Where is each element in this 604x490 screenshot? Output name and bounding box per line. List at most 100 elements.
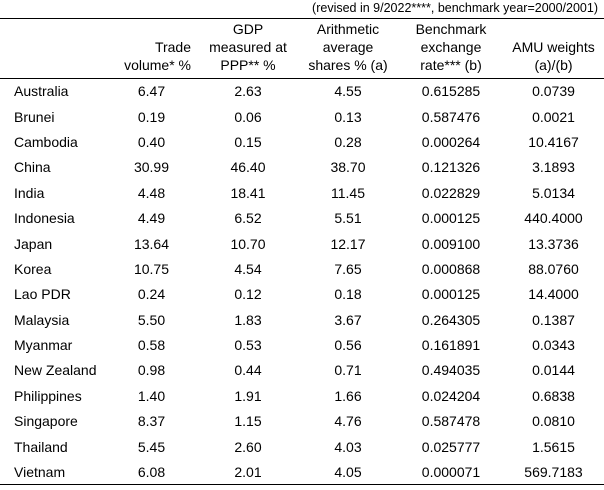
cell-country: Malaysia <box>14 311 70 328</box>
cell-arithmetic-average: 11.45 <box>331 184 365 201</box>
cell-country: Indonesia <box>14 210 75 227</box>
cell-gdp-ppp: 1.83 <box>234 311 262 328</box>
header-line: rate*** (b) <box>420 57 482 73</box>
cell-arithmetic-average: 0.28 <box>334 133 362 150</box>
cell-amu-weights: 0.0144 <box>532 362 575 379</box>
cell-arithmetic-average: 4.76 <box>334 413 362 430</box>
cell-benchmark-rate: 0.121326 <box>421 159 481 176</box>
header-line: (a)/(b) <box>534 57 573 73</box>
header-gdp-ppp: GDP measured at PPP** % <box>199 18 297 79</box>
cell-benchmark-rate: 0.264305 <box>421 311 481 328</box>
header-line: GDP <box>232 21 264 37</box>
cell-arithmetic-average: 4.03 <box>334 438 362 455</box>
cell-arithmetic-average: 0.71 <box>334 362 362 379</box>
table-row: Malaysia 5.50 1.83 3.67 0.264305 0.1387 <box>0 307 604 332</box>
table-row: Vietnam 6.08 2.01 4.05 0.000071 569.7183 <box>0 459 604 486</box>
cell-arithmetic-average: 0.56 <box>334 337 362 354</box>
cell-trade-volume: 0.24 <box>137 286 166 303</box>
cell-gdp-ppp: 2.63 <box>234 83 262 100</box>
table-row: Thailand 5.45 2.60 4.03 0.025777 1.5615 <box>0 434 604 459</box>
header-line: measured at <box>209 39 287 55</box>
header-line: exchange <box>420 39 482 55</box>
cell-trade-volume: 0.40 <box>137 133 166 150</box>
cell-benchmark-rate: 0.615285 <box>421 83 481 100</box>
cell-gdp-ppp: 6.52 <box>234 210 262 227</box>
cell-gdp-ppp: 46.40 <box>230 159 266 176</box>
cell-amu-weights: 569.7183 <box>503 459 604 486</box>
cell-trade-volume: 4.48 <box>137 184 166 201</box>
cell-benchmark-rate: 0.000264 <box>421 133 481 150</box>
cell-trade-volume: 0.19 <box>137 108 166 125</box>
cell-trade-volume: 5.45 <box>137 438 166 455</box>
cell-trade-volume: 6.47 <box>137 83 166 100</box>
cell-country: China <box>14 159 51 176</box>
cell-amu-weights: 1.5615 <box>532 438 575 455</box>
table-row: Cambodia 0.40 0.15 0.28 0.000264 10.4167 <box>0 129 604 154</box>
cell-benchmark-rate: 0.009100 <box>421 235 481 252</box>
header-trade-volume: Trade volume* % <box>104 18 199 79</box>
header-line: average <box>322 39 374 55</box>
cell-amu-weights: 13.3736 <box>528 235 579 252</box>
cell-amu-weights: 0.1387 <box>532 311 575 328</box>
cell-arithmetic-average: 0.13 <box>334 108 362 125</box>
table-row: Brunei 0.19 0.06 0.13 0.587476 0.0021 <box>0 104 604 129</box>
table-row: New Zealand 0.98 0.44 0.71 0.494035 0.0144 <box>0 358 604 383</box>
cell-country: Australia <box>14 83 69 100</box>
cell-benchmark-rate: 0.000071 <box>399 459 503 486</box>
cell-gdp-ppp: 10.70 <box>230 235 266 252</box>
table-header: Trade volume* % GDP measured at PPP** % Ari… <box>0 18 604 79</box>
cell-country: Japan <box>14 235 53 252</box>
cell-benchmark-rate: 0.000125 <box>421 210 481 227</box>
cell-amu-weights: 0.0739 <box>532 83 575 100</box>
cell-country: Vietnam <box>0 459 104 486</box>
cell-arithmetic-average: 12.17 <box>330 235 366 252</box>
cell-gdp-ppp: 18.41 <box>230 184 266 201</box>
cell-arithmetic-average: 3.67 <box>334 311 362 328</box>
cell-trade-volume: 10.75 <box>133 260 170 277</box>
cell-gdp-ppp: 0.53 <box>234 337 262 354</box>
cell-arithmetic-average: 4.05 <box>297 459 399 486</box>
cell-country: New Zealand <box>14 362 97 379</box>
cell-benchmark-rate: 0.000125 <box>421 286 481 303</box>
cell-benchmark-rate: 0.000868 <box>421 260 481 277</box>
cell-amu-weights: 0.6838 <box>532 387 575 404</box>
cell-trade-volume: 13.64 <box>133 235 170 252</box>
table-row: Philippines 1.40 1.91 1.66 0.024204 0.6838 <box>0 383 604 408</box>
cell-trade-volume: 6.08 <box>104 459 199 486</box>
header-arithmetic-average: Arithmetic average shares % (a) <box>297 18 399 79</box>
cell-gdp-ppp: 0.15 <box>234 133 262 150</box>
table-row: Japan 13.64 10.70 12.17 0.009100 13.3736 <box>0 231 604 256</box>
cell-trade-volume: 4.49 <box>137 210 166 227</box>
header-line: shares % (a) <box>308 57 388 73</box>
header-line: Arithmetic <box>316 21 380 37</box>
header-amu-weights: AMU weights (a)/(b) <box>503 18 604 79</box>
table-body: Australia 6.47 2.63 4.55 0.615285 0.0739 Brune… <box>0 79 604 486</box>
cell-arithmetic-average: 5.51 <box>334 210 362 227</box>
cell-amu-weights: 3.1893 <box>532 159 575 176</box>
cell-benchmark-rate: 0.022829 <box>421 184 481 201</box>
table-row: India 4.48 18.41 11.45 0.022829 5.0134 <box>0 180 604 205</box>
cell-trade-volume: 30.99 <box>133 159 170 176</box>
cell-gdp-ppp: 4.54 <box>234 260 262 277</box>
cell-benchmark-rate: 0.024204 <box>421 387 481 404</box>
table-row: Australia 6.47 2.63 4.55 0.615285 0.0739 <box>0 79 604 104</box>
table-row: Indonesia 4.49 6.52 5.51 0.000125 440.4000 <box>0 205 604 230</box>
cell-arithmetic-average: 4.55 <box>334 83 362 100</box>
cell-amu-weights: 10.4167 <box>528 133 579 150</box>
table-row: Myanmar 0.58 0.53 0.56 0.161891 0.0343 <box>0 332 604 357</box>
cell-amu-weights: 440.4000 <box>524 210 583 227</box>
cell-country: India <box>14 184 45 201</box>
cell-amu-weights: 0.0021 <box>532 108 575 125</box>
cell-country: Philippines <box>14 387 82 404</box>
table-row: Lao PDR 0.24 0.12 0.18 0.000125 14.4000 <box>0 282 604 307</box>
cell-trade-volume: 0.98 <box>137 362 166 379</box>
cell-amu-weights: 14.4000 <box>528 286 579 303</box>
cell-gdp-ppp: 0.44 <box>234 362 262 379</box>
header-line: PPP** % <box>220 57 276 73</box>
cell-country: Brunei <box>14 108 55 125</box>
cell-benchmark-rate: 0.587476 <box>421 108 481 125</box>
header-line: volume* % <box>124 57 191 73</box>
cell-gdp-ppp: 1.91 <box>234 387 262 404</box>
cell-trade-volume: 8.37 <box>137 413 166 430</box>
